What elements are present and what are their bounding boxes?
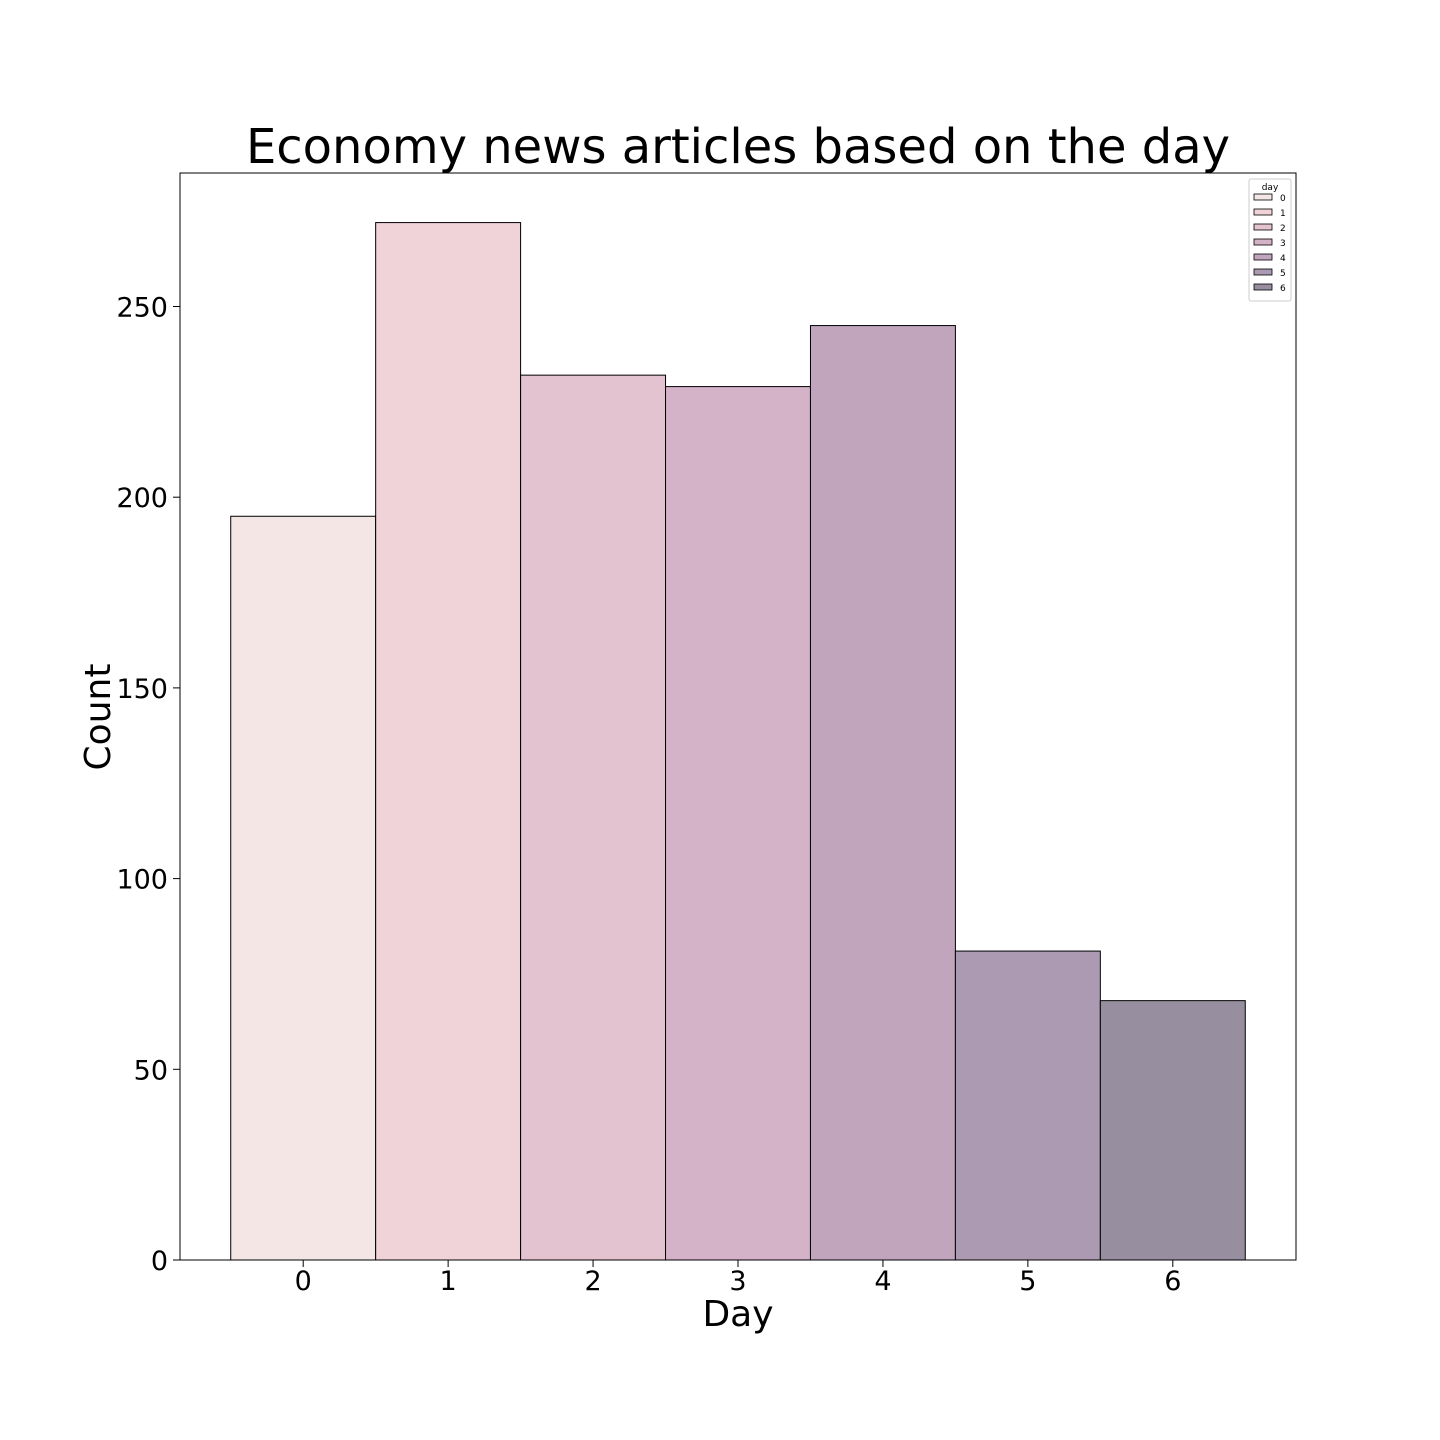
x-tick-label: 0 xyxy=(295,1266,312,1297)
legend-label-6: 6 xyxy=(1280,284,1286,294)
bar-day-6 xyxy=(1099,1000,1246,1261)
y-axis-label: Count xyxy=(78,664,119,771)
x-tick-label: 6 xyxy=(1164,1266,1181,1297)
bar-day-4 xyxy=(809,325,956,1261)
legend-swatch-0 xyxy=(1253,193,1273,201)
legend-swatch-1 xyxy=(1253,208,1273,216)
y-tick-label: 50 xyxy=(134,1055,168,1086)
legend-label-1: 1 xyxy=(1280,209,1286,219)
x-tick-label: 4 xyxy=(874,1266,891,1297)
legend-swatch-6 xyxy=(1253,283,1273,291)
y-tick-label: 250 xyxy=(116,292,168,323)
bar-day-5 xyxy=(954,950,1101,1261)
chart-title: Economy news articles based on the day xyxy=(246,119,1230,175)
legend-label-4: 4 xyxy=(1280,254,1286,264)
y-tick-label: 0 xyxy=(151,1246,168,1277)
x-axis-label: Day xyxy=(702,1294,773,1335)
y-tick-label: 150 xyxy=(116,674,168,705)
bar-day-3 xyxy=(665,386,811,1261)
bar-day-1 xyxy=(375,222,522,1261)
legend-swatch-3 xyxy=(1253,238,1273,246)
legend-swatch-5 xyxy=(1253,268,1273,276)
bars-group xyxy=(230,222,1246,1261)
x-axis: 0 1 2 3 4 5 6 xyxy=(295,1260,1181,1297)
bar-day-2 xyxy=(520,374,667,1261)
y-tick-label: 200 xyxy=(116,483,168,514)
x-tick-label: 2 xyxy=(584,1266,601,1297)
legend-swatch-2 xyxy=(1253,223,1273,231)
y-tick-label: 100 xyxy=(116,865,168,896)
legend-label-5: 5 xyxy=(1280,269,1286,279)
legend-label-0: 0 xyxy=(1280,194,1286,204)
x-tick-label: 1 xyxy=(440,1266,457,1297)
legend-label-2: 2 xyxy=(1280,224,1286,234)
y-axis: 0 50 100 150 200 250 xyxy=(116,292,180,1277)
legend-swatch-4 xyxy=(1253,253,1273,261)
x-tick-label: 3 xyxy=(729,1266,746,1297)
legend-label-3: 3 xyxy=(1280,239,1286,249)
bar-day-0 xyxy=(230,515,377,1261)
x-tick-label: 5 xyxy=(1019,1266,1036,1297)
legend-title: day xyxy=(1262,183,1279,193)
